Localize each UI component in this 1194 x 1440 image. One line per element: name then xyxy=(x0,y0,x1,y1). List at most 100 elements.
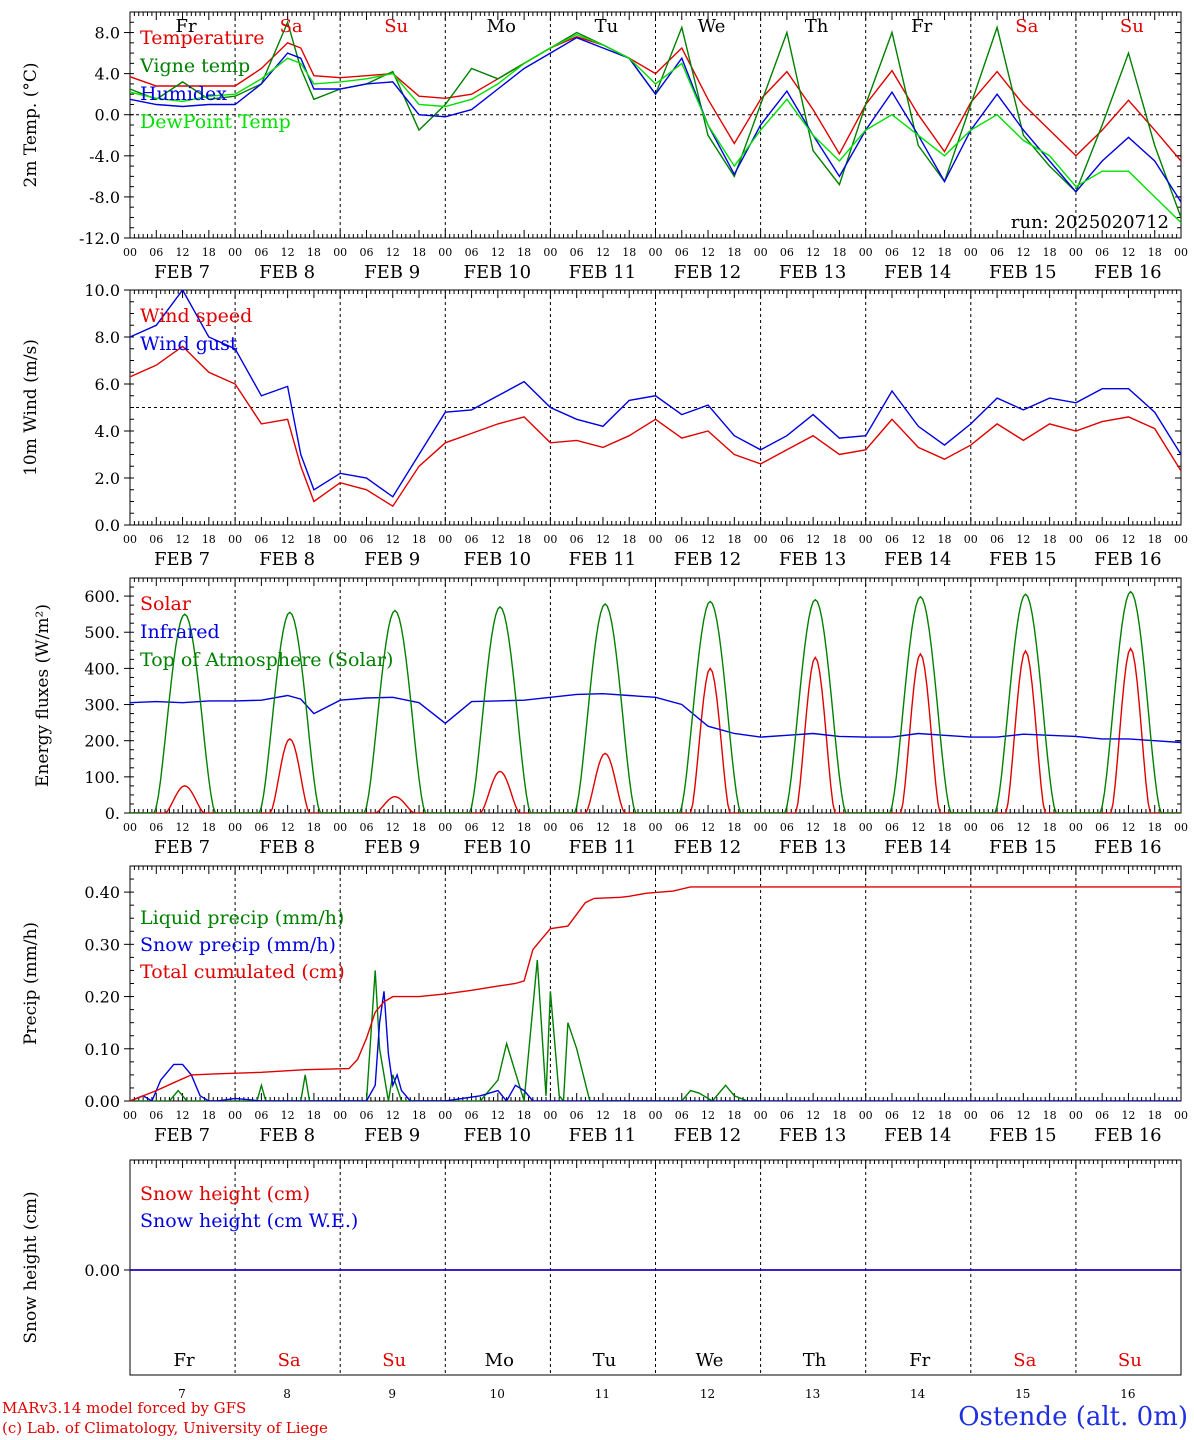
hour-label: 06 xyxy=(675,246,689,259)
hour-label: 06 xyxy=(570,246,584,259)
hour-label: 12 xyxy=(176,1109,190,1122)
hour-label: 00 xyxy=(543,1109,557,1122)
legend-entry: Temperature xyxy=(140,27,264,49)
date-label: FEB 8 xyxy=(259,262,315,283)
legend-entry: Solar xyxy=(140,593,192,615)
hour-label: 06 xyxy=(570,821,584,834)
hour-label: 12 xyxy=(806,246,820,259)
y-tick-label: 4.0 xyxy=(95,422,120,441)
legend-entry: Infrared xyxy=(140,621,220,643)
hour-label: 12 xyxy=(281,821,295,834)
y-tick-label: 600. xyxy=(84,587,120,606)
weekday-label: Sa xyxy=(280,16,303,37)
y-tick-label: 0.0 xyxy=(95,516,120,535)
weekday-label: Sa xyxy=(1013,1350,1036,1371)
date-label: FEB 11 xyxy=(569,549,636,570)
date-label: FEB 13 xyxy=(779,262,846,283)
hour-label: 06 xyxy=(465,246,479,259)
hour-label: 18 xyxy=(1043,821,1057,834)
date-label: FEB 7 xyxy=(154,837,210,858)
hour-label: 00 xyxy=(123,246,137,259)
y-axis-label: 10m Wind (m/s) xyxy=(21,339,41,476)
weekday-label: Su xyxy=(384,16,408,37)
date-label: FEB 12 xyxy=(674,262,741,283)
hour-label: 00 xyxy=(333,1109,347,1122)
weekday-label: Sa xyxy=(278,1350,301,1371)
hour-label: 12 xyxy=(386,533,400,546)
y-tick-label: 0.0 xyxy=(95,106,120,125)
weekday-label: Fr xyxy=(909,1350,930,1371)
date-label: FEB 10 xyxy=(464,837,531,858)
hour-label: 06 xyxy=(254,246,268,259)
hour-label: 12 xyxy=(701,1109,715,1122)
weekday-label: Mo xyxy=(485,1350,514,1371)
hour-label: 00 xyxy=(964,246,978,259)
date-label: FEB 9 xyxy=(364,1125,420,1146)
hour-label: 12 xyxy=(911,533,925,546)
hour-label: 12 xyxy=(911,821,925,834)
model-credit: MARv3.14 model forced by GFS xyxy=(2,1399,247,1417)
hour-label: 06 xyxy=(675,533,689,546)
hour-label: 12 xyxy=(1016,1109,1030,1122)
y-axis-label: Snow height (cm) xyxy=(21,1191,41,1343)
hour-label: 18 xyxy=(517,246,531,259)
weekday-label: Fr xyxy=(175,16,196,37)
hour-label: 12 xyxy=(596,246,610,259)
series-line-temperature xyxy=(130,35,1181,162)
hour-label: 12 xyxy=(806,821,820,834)
y-tick-label: 300. xyxy=(84,696,120,715)
date-label: FEB 13 xyxy=(779,549,846,570)
hour-label: 12 xyxy=(281,533,295,546)
hour-label: 06 xyxy=(675,1109,689,1122)
hour-label: 18 xyxy=(412,533,426,546)
hour-label: 18 xyxy=(938,533,952,546)
date-label: FEB 8 xyxy=(259,549,315,570)
hour-label: 12 xyxy=(491,533,505,546)
date-label: FEB 14 xyxy=(884,262,951,283)
hour-label: 06 xyxy=(885,821,899,834)
hour-label: 12 xyxy=(491,1109,505,1122)
series-line-wind-gust xyxy=(130,290,1181,498)
hour-label: 06 xyxy=(780,533,794,546)
hour-label: 06 xyxy=(254,821,268,834)
hour-label: 00 xyxy=(859,533,873,546)
weekday-label: Th xyxy=(805,16,829,37)
hour-label: 18 xyxy=(1148,533,1162,546)
series-line-liquid-precip-mm-h- xyxy=(130,959,761,1101)
hour-label: 00 xyxy=(649,246,663,259)
hour-label: 06 xyxy=(1095,1109,1109,1122)
date-label: FEB 12 xyxy=(674,837,741,858)
hour-label: 12 xyxy=(701,533,715,546)
date-label: FEB 11 xyxy=(569,262,636,283)
y-tick-label: -8.0 xyxy=(89,188,120,207)
hour-label: 00 xyxy=(754,1109,768,1122)
weekday-label: Sa xyxy=(1015,16,1038,37)
weekday-label: We xyxy=(696,1350,724,1371)
date-label: FEB 8 xyxy=(259,1125,315,1146)
date-label: FEB 15 xyxy=(989,1125,1056,1146)
legend-entry: Liquid precip (mm/h) xyxy=(140,907,344,929)
hour-label: 00 xyxy=(649,821,663,834)
legend-entry: Snow height (cm) xyxy=(140,1183,310,1205)
date-label: FEB 13 xyxy=(779,837,846,858)
hour-label: 06 xyxy=(990,246,1004,259)
date-label: FEB 10 xyxy=(464,1125,531,1146)
hour-label: 12 xyxy=(176,821,190,834)
date-label: FEB 13 xyxy=(779,1125,846,1146)
hour-label: 00 xyxy=(754,821,768,834)
hour-label: 18 xyxy=(727,533,741,546)
hour-label: 18 xyxy=(1043,1109,1057,1122)
hour-label: 00 xyxy=(333,246,347,259)
hour-label: 00 xyxy=(123,533,137,546)
day-number-label: 16 xyxy=(1120,1387,1135,1400)
hour-label: 18 xyxy=(727,821,741,834)
hour-label: 00 xyxy=(964,1109,978,1122)
series-group xyxy=(130,290,1181,508)
hour-label: 06 xyxy=(570,1109,584,1122)
hour-label: 06 xyxy=(465,533,479,546)
y-tick-label: 0.00 xyxy=(84,1092,120,1111)
day-number-label: 8 xyxy=(283,1387,291,1400)
date-label: FEB 14 xyxy=(884,549,951,570)
hour-label: 18 xyxy=(622,1109,636,1122)
hour-label: 12 xyxy=(1121,533,1135,546)
